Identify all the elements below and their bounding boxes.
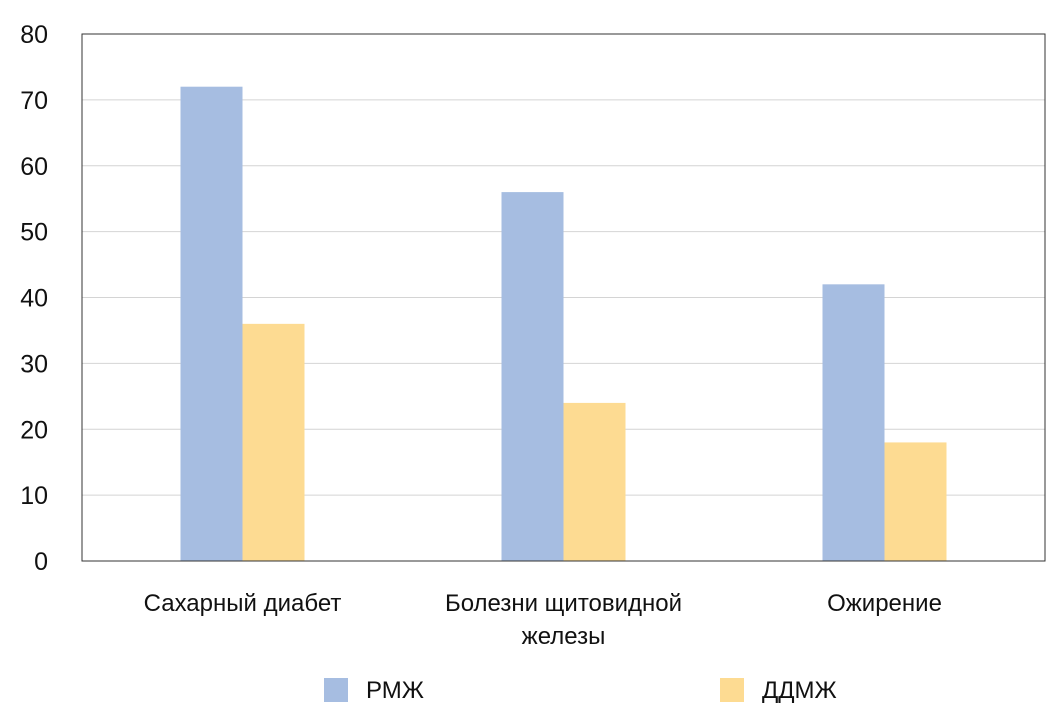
y-tick-label: 50 [20,219,48,247]
y-tick-label: 60 [20,153,48,181]
bars [180,86,947,561]
y-tick-label: 80 [20,21,48,49]
legend-swatch [324,678,348,702]
legend: РМЖ ДДМЖ [324,677,837,704]
bar-series1 [501,192,564,561]
x-category-label: Сахарный диабет [144,590,342,617]
x-category-label: железы [522,623,606,650]
plot-frame [81,33,1046,562]
y-tick-label: 40 [20,285,48,313]
x-category-label: Болезни щитовидной [445,590,682,617]
x-category-label: Ожирение [827,590,942,617]
y-axis-ticks: 0 10 20 30 40 50 60 70 80 [20,21,48,576]
y-tick-label: 30 [20,350,48,378]
bar-series1 [180,86,243,561]
bar-series2 [884,442,947,561]
legend-label: РМЖ [366,677,424,704]
y-tick-label: 20 [20,416,48,444]
y-tick-label: 0 [34,548,48,576]
bar-series2 [242,323,305,561]
x-axis-labels: Сахарный диабет Болезни щитовидной железы О… [144,590,942,650]
legend-swatch [720,678,744,702]
y-tick-label: 10 [20,482,48,510]
bar-series2 [563,402,626,561]
y-tick-label: 70 [20,87,48,115]
legend-label: ДДМЖ [762,677,837,704]
bar-series1 [822,284,885,561]
